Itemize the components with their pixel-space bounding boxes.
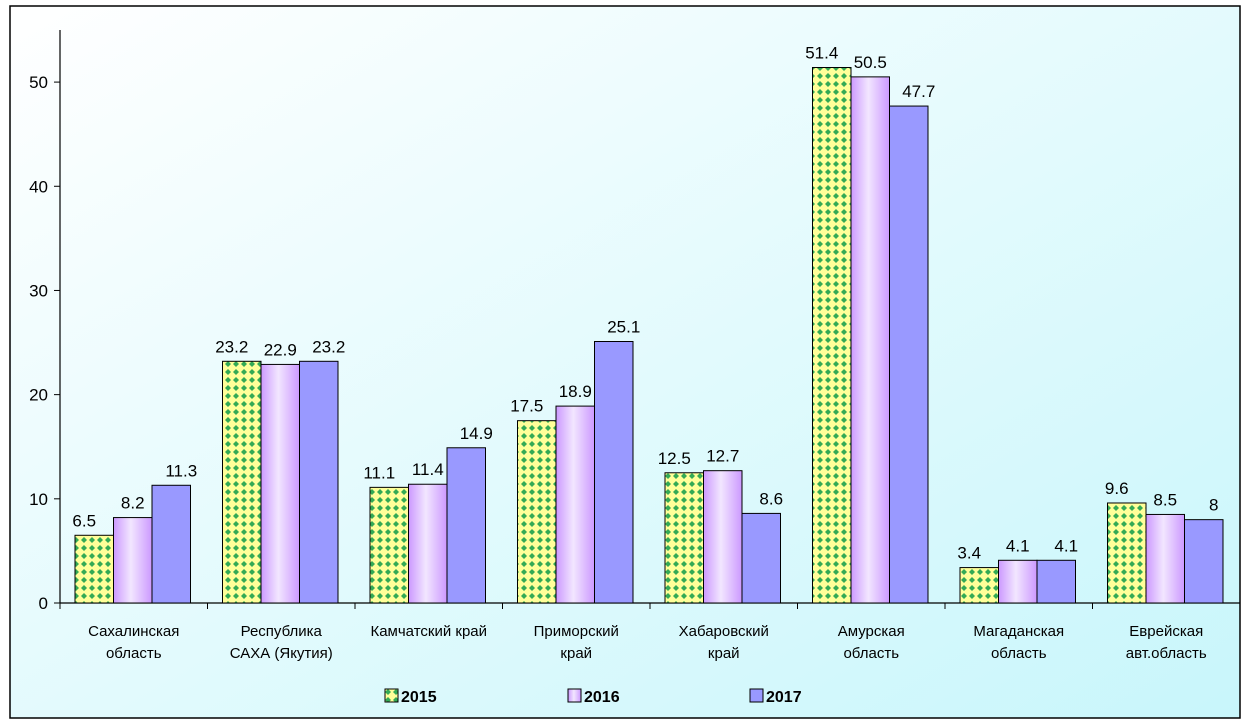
bar-2015 [1107,502,1147,604]
x-tick-label: Приморский [534,623,619,640]
bar-2015 [74,534,114,604]
legend-label: 2016 [584,689,620,706]
bar-2017 [594,341,634,604]
data-label: 18.9 [559,382,592,401]
data-label: 14.9 [460,424,493,443]
bar-2017 [889,105,929,604]
y-tick-label: 40 [29,177,48,196]
x-tick-label: САХА (Якутия) [230,645,333,662]
bar-2015 [369,486,409,604]
x-tick-label: область [106,645,162,662]
bar-2016 [113,517,153,604]
y-tick-label: 10 [29,490,48,509]
bar-2016 [555,405,595,604]
bar-2015 [959,567,999,604]
legend-label: 2015 [401,689,437,706]
data-label: 23.2 [215,337,248,356]
x-tick-label: Амурская [838,623,905,640]
bar-2016 [260,363,300,604]
bar-2017 [299,360,339,604]
y-tick-label: 50 [29,73,48,92]
data-label: 11.3 [165,461,197,480]
bar-2016 [1145,513,1185,604]
x-tick-label: Магаданская [973,623,1064,640]
data-label: 17.5 [510,397,543,416]
data-label: 51.4 [805,44,838,63]
x-tick-label: Камчатский край [370,623,487,640]
data-label: 8.5 [1153,490,1177,509]
y-tick-label: 0 [39,594,48,613]
data-label: 11.4 [412,460,444,479]
data-label: 9.6 [1105,479,1129,498]
x-tick-label: Республика [241,623,323,640]
data-label: 12.5 [658,449,691,468]
x-tick-label: край [560,645,592,662]
legend-label: 2017 [766,689,802,706]
data-label: 8.6 [759,489,783,508]
legend-swatch-2015 [384,688,399,703]
bar-2017 [1184,519,1224,604]
data-label: 23.2 [312,337,345,356]
data-label: 11.1 [363,463,395,482]
data-label: 4.1 [1006,536,1030,555]
bar-2015 [664,472,704,604]
bar-2017 [741,512,781,604]
bar-2017 [446,447,486,604]
x-tick-label: область [991,645,1047,662]
x-tick-label: край [708,645,740,662]
bar-2016 [703,470,743,604]
data-label: 8 [1209,496,1218,515]
data-label: 6.5 [72,511,96,530]
bar-2017 [1036,559,1076,604]
data-label: 47.7 [902,82,935,101]
data-label: 22.9 [264,340,297,359]
data-label: 12.7 [706,447,739,466]
bar-2015 [812,67,852,604]
bar-2015 [222,360,262,604]
y-tick-label: 30 [29,281,48,300]
data-label: 4.1 [1054,536,1078,555]
bar-2015 [517,420,557,604]
bar-2016 [408,483,448,604]
bar-2016 [850,76,890,604]
data-label: 3.4 [957,544,981,563]
data-label: 8.2 [121,494,145,513]
data-label: 25.1 [607,318,640,337]
x-tick-label: авт.область [1126,645,1207,662]
data-label: 50.5 [854,53,887,72]
bar-2017 [151,484,191,604]
x-tick-label: Хабаровский [679,623,769,640]
legend-swatch-2017 [749,688,764,703]
x-tick-label: Сахалинская [88,623,179,640]
y-tick-label: 20 [29,386,48,405]
x-tick-label: область [843,645,899,662]
legend-swatch-2016 [567,688,582,703]
bar-2016 [998,559,1038,604]
x-tick-label: Еврейская [1129,623,1203,640]
